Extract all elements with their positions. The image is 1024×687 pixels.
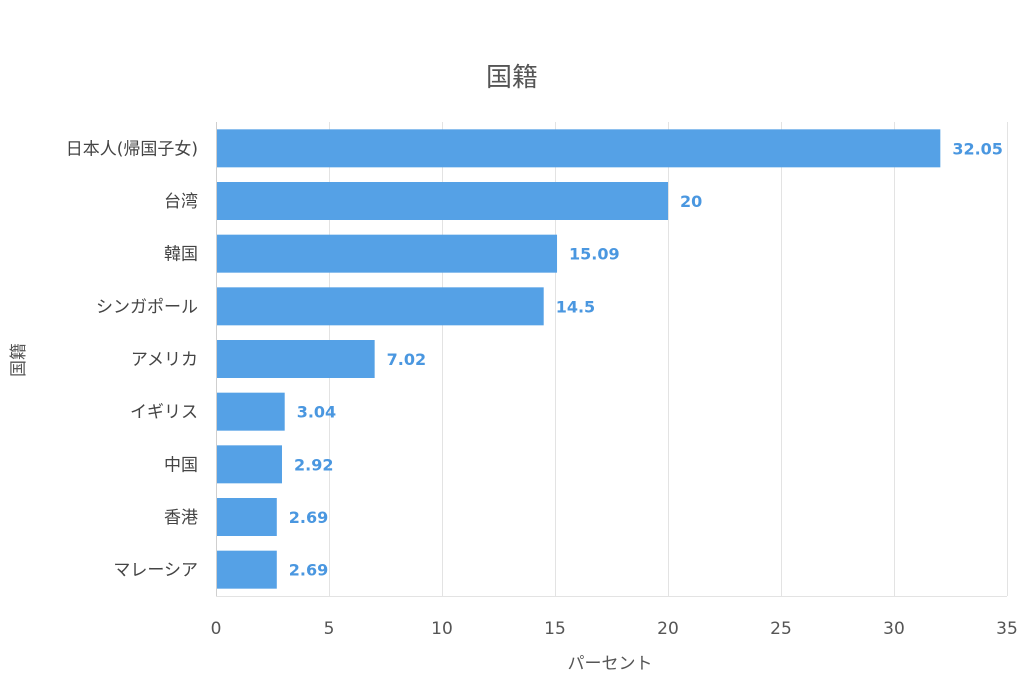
value-label: 15.09 [569, 245, 620, 264]
bar [217, 287, 544, 326]
bar [217, 498, 277, 536]
y-axis-title: 国籍 [9, 343, 29, 377]
category-label: 台湾 [164, 192, 198, 212]
x-tick-label: 15 [544, 619, 566, 639]
bar [217, 392, 285, 431]
bar [217, 445, 282, 484]
category-label: 日本人(帰国子女) [66, 139, 198, 159]
value-label: 32.05 [952, 139, 1003, 158]
value-label: 7.02 [387, 350, 426, 369]
value-label: 3.04 [297, 403, 336, 422]
x-tick-label: 10 [431, 619, 453, 639]
x-tick-label: 30 [883, 619, 905, 639]
bar [217, 550, 277, 589]
category-label: アメリカ [131, 350, 198, 370]
x-tick-label: 20 [657, 619, 679, 639]
value-label: 2.69 [289, 561, 328, 580]
category-label: イギリス [130, 403, 198, 423]
category-label: 中国 [164, 455, 198, 475]
x-tick-labels: 0 5 10 15 20 25 30 35 [211, 619, 1018, 639]
bars [217, 129, 941, 589]
category-label: 韓国 [164, 245, 198, 265]
x-tick-label: 35 [996, 619, 1018, 639]
value-label: 20 [680, 192, 702, 211]
bar [217, 340, 375, 378]
bar [217, 182, 668, 220]
value-labels: 32.05 20 15.09 14.5 7.02 3.04 2.92 2.69 2.69 [289, 139, 1003, 579]
x-axis-title: パーセント [568, 654, 653, 674]
x-tick-label: 25 [770, 619, 792, 639]
x-tick-label: 5 [324, 619, 335, 639]
value-label: 14.5 [556, 297, 595, 316]
category-label: シンガポール [96, 297, 198, 317]
value-label: 2.69 [289, 508, 328, 527]
category-label: 香港 [164, 508, 198, 528]
x-tick-label: 0 [211, 619, 222, 639]
category-label: マレーシア [113, 561, 198, 581]
value-label: 2.92 [294, 455, 333, 474]
bar [217, 129, 941, 168]
chart-title: 国籍 [486, 63, 538, 93]
bar [217, 234, 558, 273]
